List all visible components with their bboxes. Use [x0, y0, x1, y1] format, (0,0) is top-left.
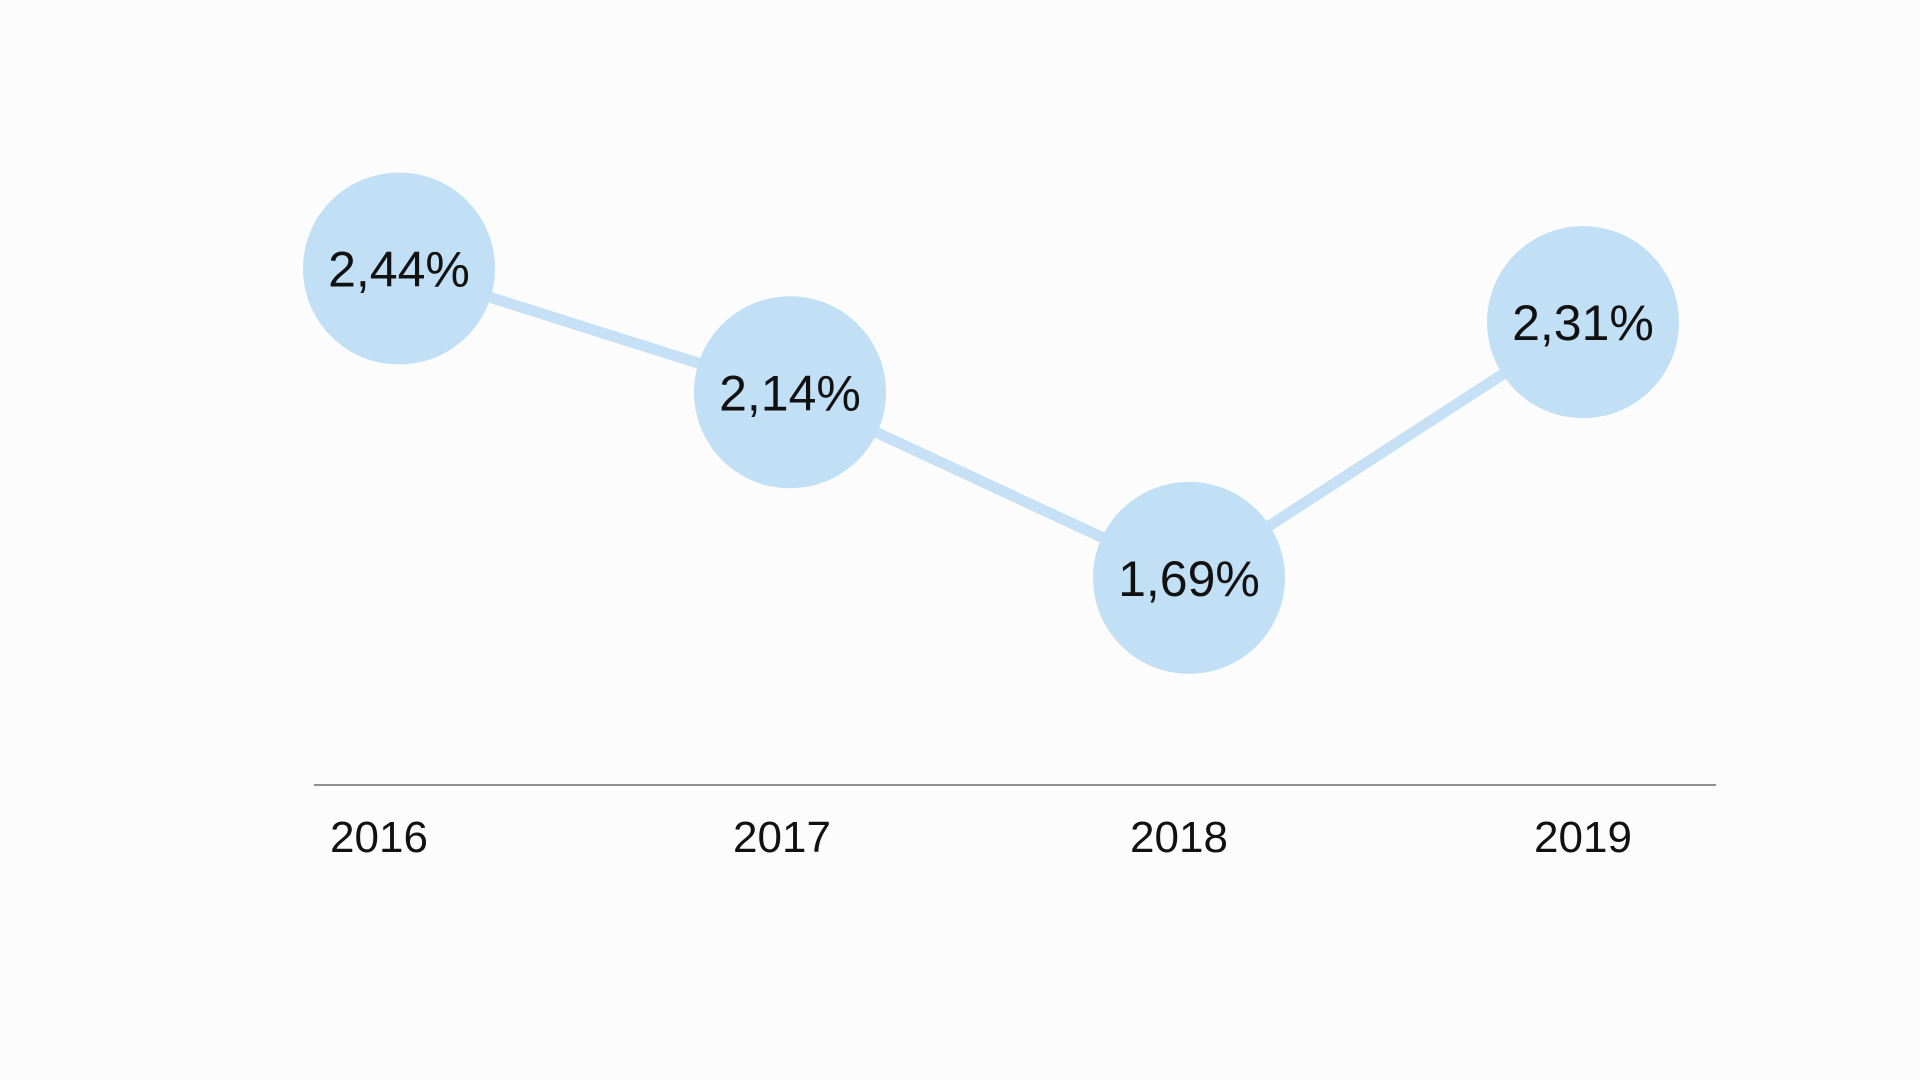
- x-tick-label: 2018: [1130, 813, 1228, 862]
- data-point-marker: [1093, 481, 1285, 674]
- data-point-group: 2,44% 2,14% 1,69% 2,31%: [303, 172, 1679, 674]
- x-tick-label: 2019: [1534, 813, 1632, 862]
- data-label: 2,14%: [719, 365, 861, 421]
- data-point-marker: [1487, 226, 1679, 419]
- x-tick-label-group: 2016 2017 2018 2019: [330, 813, 1632, 862]
- data-label: 2,31%: [1512, 295, 1654, 351]
- data-label: 2,44%: [328, 242, 470, 298]
- x-tick-label: 2016: [330, 813, 428, 862]
- data-point-marker: [694, 296, 886, 489]
- x-tick-label: 2017: [733, 813, 831, 862]
- data-label: 1,69%: [1118, 551, 1260, 607]
- data-point-marker: [303, 172, 495, 365]
